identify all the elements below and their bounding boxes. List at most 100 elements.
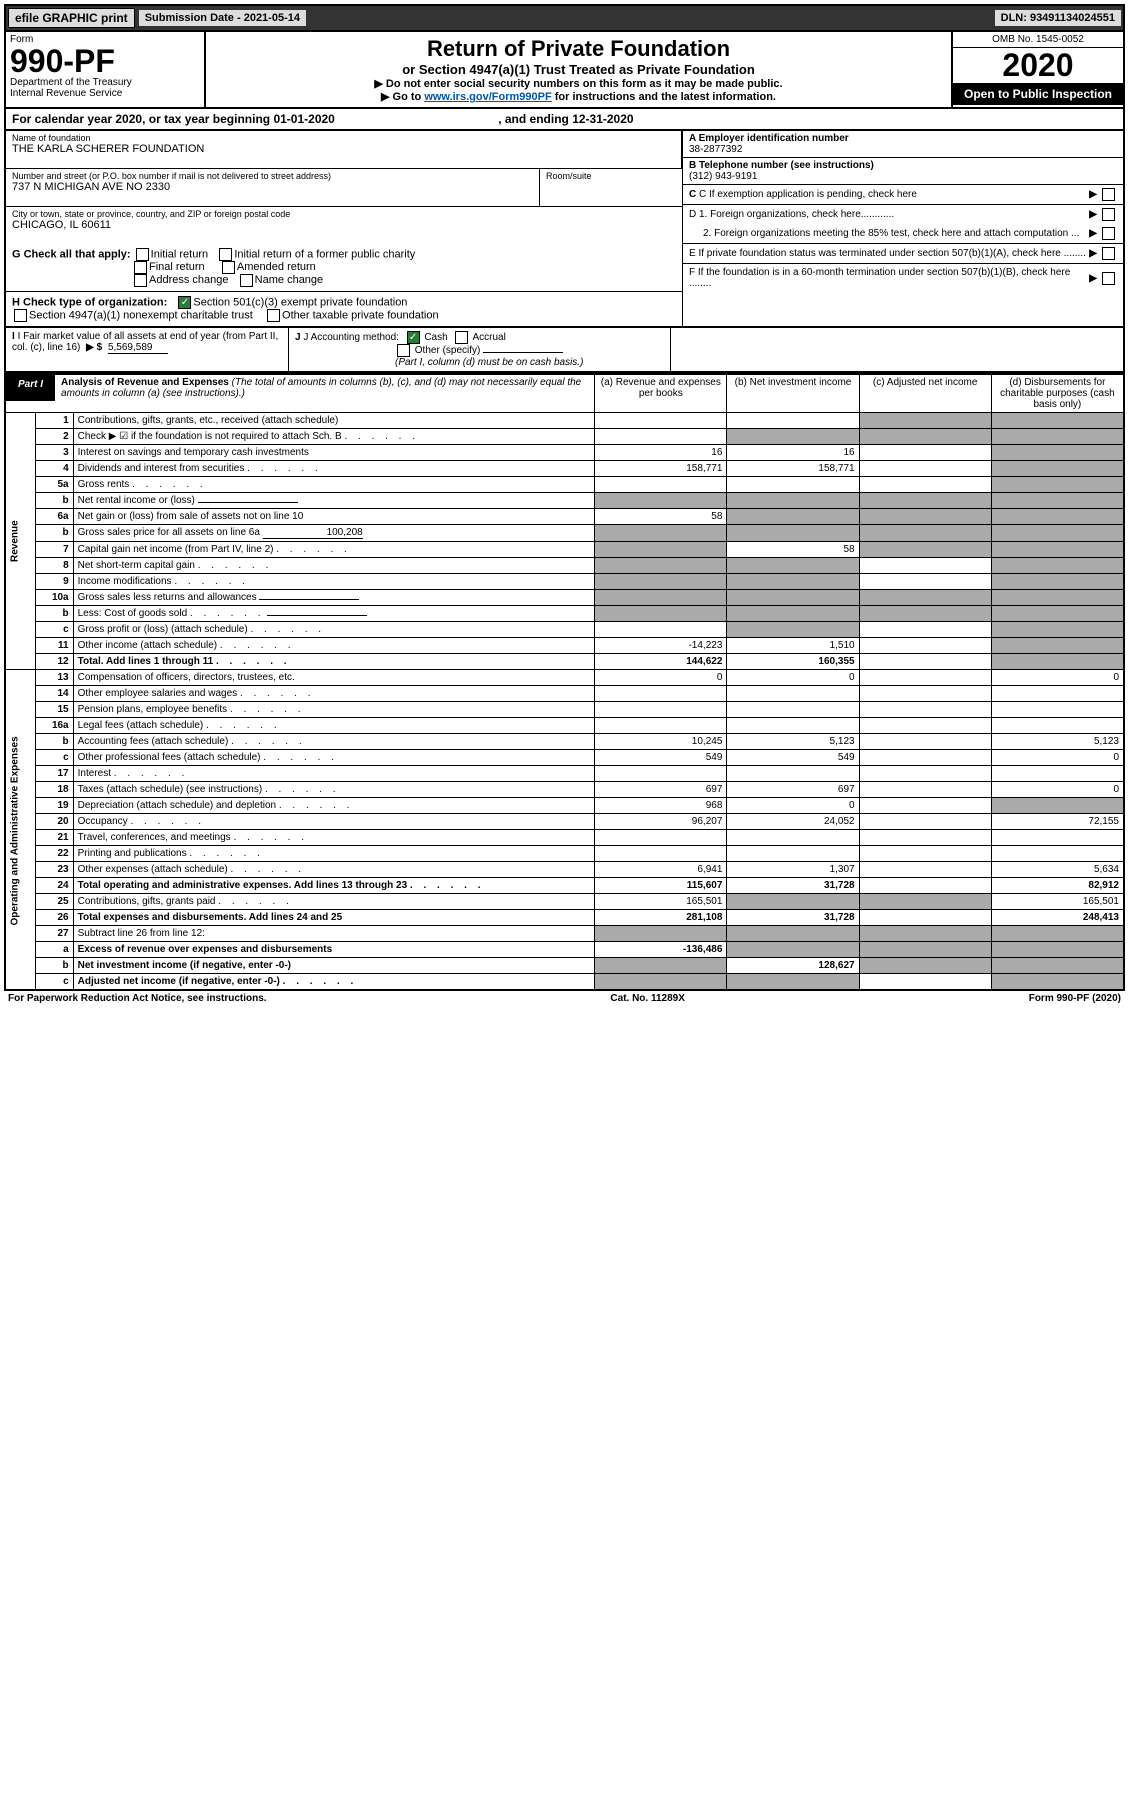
cell-a: 115,607 bbox=[595, 878, 727, 894]
row-desc: Interest on savings and temporary cash i… bbox=[73, 445, 595, 461]
table-row: 7Capital gain net income (from Part IV, … bbox=[5, 542, 1124, 558]
cell-c bbox=[859, 878, 991, 894]
row-desc: Subtract line 26 from line 12: bbox=[73, 926, 595, 942]
cell-c bbox=[859, 798, 991, 814]
row-number: 21 bbox=[35, 830, 73, 846]
other-method-check[interactable] bbox=[397, 344, 410, 357]
name-label: Name of foundation bbox=[12, 133, 675, 143]
g-check-section: G Check all that apply: Initial return I… bbox=[6, 244, 682, 292]
cell-a: 697 bbox=[595, 782, 727, 798]
cash-check[interactable] bbox=[407, 331, 420, 344]
table-row: 24Total operating and administrative exp… bbox=[5, 878, 1124, 894]
open-public: Open to Public Inspection bbox=[953, 83, 1123, 105]
city-label: City or town, state or province, country… bbox=[12, 209, 676, 219]
row-number: b bbox=[35, 958, 73, 974]
row-desc: Legal fees (attach schedule) . . . . . . bbox=[73, 718, 595, 734]
cell-b bbox=[727, 525, 859, 542]
irs-link[interactable]: www.irs.gov/Form990PF bbox=[424, 91, 551, 103]
row-number: c bbox=[35, 622, 73, 638]
cell-d bbox=[991, 413, 1124, 429]
cell-c bbox=[859, 670, 991, 686]
table-row: cOther professional fees (attach schedul… bbox=[5, 750, 1124, 766]
table-row: 3Interest on savings and temporary cash … bbox=[5, 445, 1124, 461]
cell-b bbox=[727, 766, 859, 782]
cell-d bbox=[991, 574, 1124, 590]
row-desc: Total expenses and disbursements. Add li… bbox=[73, 910, 595, 926]
cell-d bbox=[991, 718, 1124, 734]
final-return-check[interactable] bbox=[134, 261, 147, 274]
cell-c bbox=[859, 574, 991, 590]
row-desc: Other income (attach schedule) . . . . .… bbox=[73, 638, 595, 654]
addr-change-check[interactable] bbox=[134, 274, 147, 287]
f-check[interactable] bbox=[1102, 272, 1115, 285]
row-desc: Less: Cost of goods sold . . . . . . bbox=[73, 606, 595, 622]
table-row: cAdjusted net income (if negative, enter… bbox=[5, 974, 1124, 991]
cell-b bbox=[727, 830, 859, 846]
table-row: 12Total. Add lines 1 through 11 . . . . … bbox=[5, 654, 1124, 670]
cell-d bbox=[991, 477, 1124, 493]
cell-d bbox=[991, 654, 1124, 670]
amended-check[interactable] bbox=[222, 261, 235, 274]
row-number: 9 bbox=[35, 574, 73, 590]
row-desc: Other expenses (attach schedule) . . . .… bbox=[73, 862, 595, 878]
addr-value: 737 N MICHIGAN AVE NO 2330 bbox=[12, 181, 533, 193]
table-row: Revenue1Contributions, gifts, grants, et… bbox=[5, 413, 1124, 429]
row-desc: Depreciation (attach schedule) and deple… bbox=[73, 798, 595, 814]
table-row: 10aGross sales less returns and allowanc… bbox=[5, 590, 1124, 606]
cell-c bbox=[859, 718, 991, 734]
cell-b: 160,355 bbox=[727, 654, 859, 670]
part1-title: Analysis of Revenue and Expenses bbox=[61, 377, 229, 388]
row-number: 24 bbox=[35, 878, 73, 894]
cell-c bbox=[859, 558, 991, 574]
cell-d bbox=[991, 942, 1124, 958]
initial-public-check[interactable] bbox=[219, 248, 232, 261]
cell-a bbox=[595, 686, 727, 702]
row-number: b bbox=[35, 525, 73, 542]
irs-label: Internal Revenue Service bbox=[10, 88, 200, 99]
row-desc: Compensation of officers, directors, tru… bbox=[73, 670, 595, 686]
cell-b: 1,307 bbox=[727, 862, 859, 878]
cell-c bbox=[859, 942, 991, 958]
table-row: 8Net short-term capital gain . . . . . . bbox=[5, 558, 1124, 574]
row-number: c bbox=[35, 974, 73, 991]
cell-d: 0 bbox=[991, 750, 1124, 766]
table-row: 14Other employee salaries and wages . . … bbox=[5, 686, 1124, 702]
addr-label: Number and street (or P.O. box number if… bbox=[12, 171, 533, 181]
table-row: 16aLegal fees (attach schedule) . . . . … bbox=[5, 718, 1124, 734]
cell-a: -14,223 bbox=[595, 638, 727, 654]
initial-return-check[interactable] bbox=[136, 248, 149, 261]
cell-b bbox=[727, 622, 859, 638]
cell-b bbox=[727, 477, 859, 493]
cell-d bbox=[991, 926, 1124, 942]
c-check[interactable] bbox=[1102, 188, 1115, 201]
footer-left: For Paperwork Reduction Act Notice, see … bbox=[8, 993, 267, 1004]
4947-check[interactable] bbox=[14, 309, 27, 322]
d1-check[interactable] bbox=[1102, 208, 1115, 221]
cell-a bbox=[595, 622, 727, 638]
accrual-check[interactable] bbox=[455, 331, 468, 344]
row-desc: Travel, conferences, and meetings . . . … bbox=[73, 830, 595, 846]
table-row: bAccounting fees (attach schedule) . . .… bbox=[5, 734, 1124, 750]
501c3-check[interactable] bbox=[178, 296, 191, 309]
row-number: a bbox=[35, 942, 73, 958]
cell-d: 0 bbox=[991, 670, 1124, 686]
cell-b bbox=[727, 974, 859, 991]
cell-b bbox=[727, 846, 859, 862]
row-number: 1 bbox=[35, 413, 73, 429]
row-desc: Occupancy . . . . . . bbox=[73, 814, 595, 830]
name-change-check[interactable] bbox=[240, 274, 253, 287]
cell-a bbox=[595, 766, 727, 782]
efile-btn[interactable]: efile GRAPHIC print bbox=[8, 8, 135, 28]
row-desc: Printing and publications . . . . . . bbox=[73, 846, 595, 862]
d2-check[interactable] bbox=[1102, 227, 1115, 240]
cell-a: -136,486 bbox=[595, 942, 727, 958]
cell-b bbox=[727, 429, 859, 445]
cell-c bbox=[859, 958, 991, 974]
cell-b: 1,510 bbox=[727, 638, 859, 654]
e-check[interactable] bbox=[1102, 247, 1115, 260]
cell-c bbox=[859, 445, 991, 461]
table-row: 23Other expenses (attach schedule) . . .… bbox=[5, 862, 1124, 878]
footer-mid: Cat. No. 11289X bbox=[610, 993, 684, 1004]
other-taxable-check[interactable] bbox=[267, 309, 280, 322]
cell-d: 0 bbox=[991, 782, 1124, 798]
